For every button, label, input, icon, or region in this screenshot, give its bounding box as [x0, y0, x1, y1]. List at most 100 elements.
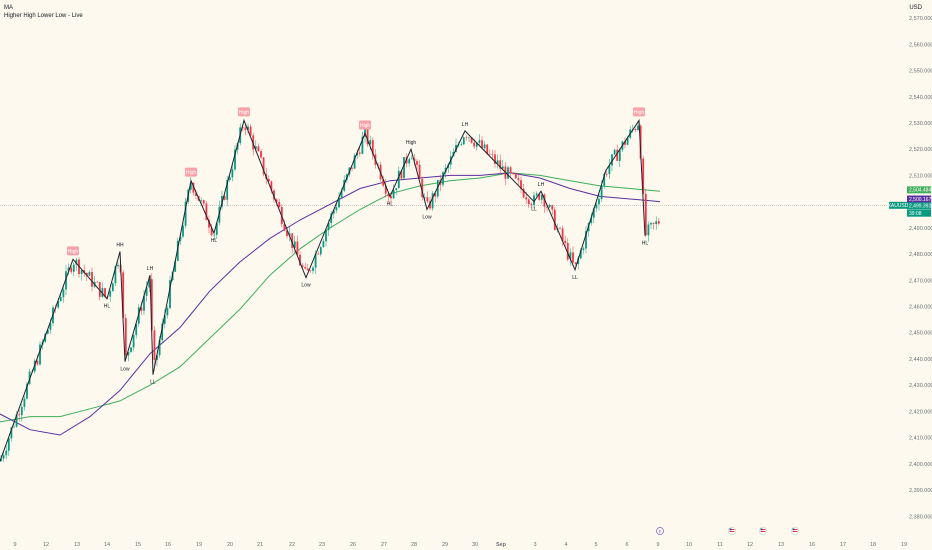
- candle-body: [226, 179, 229, 200]
- candle-body: [548, 205, 551, 208]
- candle-body: [509, 167, 512, 174]
- candle-body: [551, 205, 554, 210]
- pivot-label: LL: [531, 207, 537, 213]
- candle-body: [98, 282, 101, 297]
- y-tick-label: 2,430.000: [909, 383, 932, 389]
- candle-body: [330, 213, 333, 224]
- candle-body: [145, 287, 148, 296]
- candle-body: [652, 222, 655, 224]
- candle-body: [210, 227, 213, 236]
- candle-body: [20, 406, 23, 416]
- candle-body: [158, 340, 161, 356]
- candle-body: [15, 414, 18, 427]
- candle-body: [598, 198, 600, 205]
- candle-body: [306, 268, 309, 271]
- candle-body: [650, 222, 652, 225]
- candle-body: [317, 253, 320, 255]
- x-tick-label: 28: [411, 542, 417, 548]
- flag-stripe: [760, 531, 766, 532]
- pivot-badge: [359, 120, 371, 130]
- candle-body: [538, 193, 541, 200]
- candle-body: [254, 146, 257, 150]
- candle-body: [130, 347, 132, 353]
- candle-body: [156, 355, 158, 360]
- candle-body: [561, 228, 564, 241]
- candle-body: [465, 137, 468, 138]
- symbol-price-box: [889, 201, 907, 209]
- x-tick-label: 23: [319, 542, 325, 548]
- y-tick-label: 2,380.000: [909, 514, 932, 520]
- candle-body: [488, 153, 491, 155]
- candle-body: [176, 240, 179, 261]
- candle-body: [522, 188, 525, 198]
- candle-body: [387, 193, 390, 197]
- candle-body: [520, 180, 522, 189]
- y-tick-label: 2,550.000: [909, 69, 932, 75]
- x-tick-label: 18: [870, 542, 876, 548]
- legend-ma[interactable]: MA: [4, 5, 13, 11]
- candle-body: [262, 157, 265, 175]
- candle-body: [273, 190, 275, 200]
- candle-body: [135, 323, 138, 335]
- y-tick-label: 2,530.000: [909, 121, 932, 127]
- candle-body: [195, 192, 197, 196]
- y-tick-label: 2,450.000: [909, 331, 932, 337]
- pivot-label: LL: [572, 275, 578, 281]
- flag-stripe: [729, 531, 735, 532]
- candle-body: [514, 173, 517, 179]
- price-box-label: 2,504.484: [909, 188, 931, 194]
- candle-body: [423, 197, 426, 198]
- zigzag-path: [0, 118, 646, 462]
- candle-body: [67, 267, 70, 272]
- candle-body: [296, 241, 299, 255]
- flag-stripe: [792, 529, 798, 530]
- candle-body: [410, 158, 413, 160]
- pivot-badge: [633, 107, 645, 117]
- pivot-label: HH: [116, 242, 124, 248]
- pivot-label: HL: [211, 238, 218, 244]
- y-tick-label: 2,440.000: [909, 357, 932, 363]
- candle-body: [18, 414, 21, 416]
- pivot-badge-label: High: [239, 110, 250, 116]
- candle-body: [421, 179, 424, 198]
- price-box-label: 2,500.167: [909, 197, 931, 203]
- pivot-labels: High HL HH Low LH LL High HL High Low High HL High Lo…: [67, 107, 648, 386]
- candle-body: [109, 291, 112, 297]
- x-tick-label: 26: [350, 542, 356, 548]
- candle-body: [260, 151, 262, 158]
- candle-body: [293, 241, 296, 248]
- candle-body: [205, 203, 208, 221]
- economic-event-glyph: F: [659, 529, 662, 534]
- candle-body: [36, 360, 39, 365]
- event-icons[interactable]: F: [656, 526, 800, 536]
- candle-body: [429, 201, 431, 209]
- candle-body: [553, 209, 556, 230]
- currency-label[interactable]: USD: [909, 5, 922, 11]
- candle-body: [499, 160, 502, 169]
- x-tick-label: 11: [717, 542, 723, 548]
- candle-body: [117, 264, 119, 267]
- candle-body: [418, 164, 421, 180]
- economic-event-icon[interactable]: [656, 527, 664, 535]
- candle-body: [644, 193, 647, 236]
- candle-body: [338, 197, 340, 208]
- candle-body: [613, 149, 616, 155]
- candle-body: [288, 233, 291, 236]
- candle-body: [634, 129, 637, 130]
- x-tick-label: 5: [594, 542, 597, 548]
- candle-body: [486, 144, 489, 154]
- legend-indicator[interactable]: Higher High Lower Low - Live: [4, 13, 83, 19]
- candle-body: [228, 177, 231, 180]
- pivot-label: LH: [462, 122, 469, 128]
- x-tick-label: 21: [257, 542, 263, 548]
- candle-body: [72, 264, 75, 272]
- candle-body: [75, 259, 78, 265]
- pivot-label: High: [406, 140, 417, 146]
- y-tick-label: 2,410.000: [909, 436, 932, 442]
- candle-body: [655, 221, 658, 224]
- candle-body: [517, 178, 520, 181]
- candle-body: [483, 144, 486, 149]
- candle-body: [91, 272, 93, 287]
